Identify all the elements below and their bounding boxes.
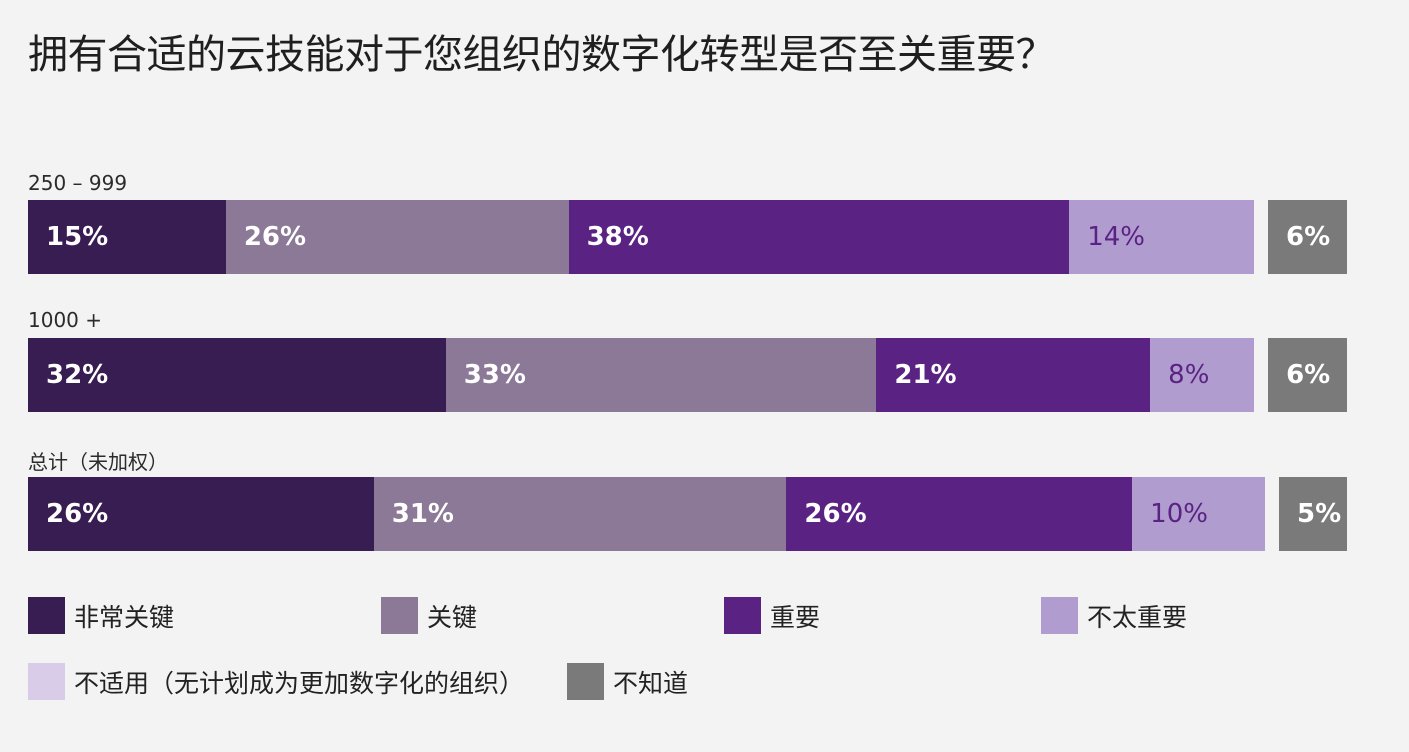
data-label: 32% [46,360,109,390]
chart-title: 拥有合适的云技能对于您组织的数字化转型是否至关重要？ [28,32,1056,78]
legend-item-critical: 关键 [381,597,477,634]
bar-segment-not-very-important: 10% [1132,477,1266,551]
data-label: 15% [46,222,109,252]
bar-segment-important: 26% [786,477,1133,551]
bar-row-1000-plus: 32% 33% 21% 8% 6% [28,338,1348,412]
bar-segment-not-applicable [1265,477,1280,551]
data-label: 26% [243,222,307,252]
legend-label: 不太重要 [1087,602,1188,632]
bar-segment-dont-know: 6% [1268,200,1347,274]
bar-segment-not-applicable [1254,200,1269,274]
row-label-1000-plus: 1000 + [28,308,103,332]
data-label: 26% [804,499,867,529]
bar-segment-critical: 26% [225,200,569,274]
row-label-250-999: 250 – 999 [28,171,128,195]
bar-segment-not-very-important: 14% [1069,200,1255,274]
legend-item-dont-know: 不知道 [567,663,688,700]
bar-segment-important: 38% [568,200,1070,274]
bar-segment-very-critical: 26% [28,477,374,551]
data-label: 14% [1087,222,1145,252]
legend-swatch [381,597,418,634]
bar-segment-critical: 33% [445,338,877,412]
bar-segment-very-critical: 32% [28,338,446,412]
bar-segment-not-very-important: 8% [1150,338,1255,412]
legend-item-not-very-important: 不太重要 [1041,597,1187,634]
data-label: 8% [1168,360,1210,390]
data-label: 33% [463,360,526,390]
legend-label: 关键 [427,602,478,632]
legend-label: 不适用（无计划成为更加数字化的组织） [74,668,525,698]
legend-label: 不知道 [613,668,689,698]
bar-segment-not-applicable [1254,338,1269,412]
data-label: 5% [1297,499,1342,529]
data-label: 21% [894,360,957,390]
legend-swatch [28,597,65,634]
legend-label: 重要 [770,602,821,632]
bar-row-250-999: 15% 26% 38% 14% 6% [28,200,1347,274]
legend-item-very-critical: 非常关键 [28,597,174,634]
legend-swatch [1041,597,1078,634]
data-label: 10% [1150,499,1208,529]
legend-label: 非常关键 [74,602,175,632]
data-label: 31% [391,499,454,529]
bar-segment-very-critical: 15% [28,200,226,274]
bar-segment-dont-know: 6% [1268,338,1348,412]
legend-swatch [724,597,761,634]
data-label: 6% [1286,222,1331,252]
data-label: 6% [1286,360,1331,390]
data-label: 26% [46,499,109,529]
legend-swatch [567,663,604,700]
bar-row-total: 26% 31% 26% 10% 5% [28,477,1347,551]
data-label: 38% [586,222,649,252]
bar-segment-important: 21% [876,338,1151,412]
legend-item-not-applicable: 不适用（无计划成为更加数字化的组织） [28,663,524,700]
bar-segment-critical: 31% [373,477,787,551]
row-label-total: 总计（未加权） [28,450,168,474]
legend-swatch [28,663,65,700]
legend-item-important: 重要 [724,597,820,634]
bar-segment-dont-know: 5% [1279,477,1347,551]
